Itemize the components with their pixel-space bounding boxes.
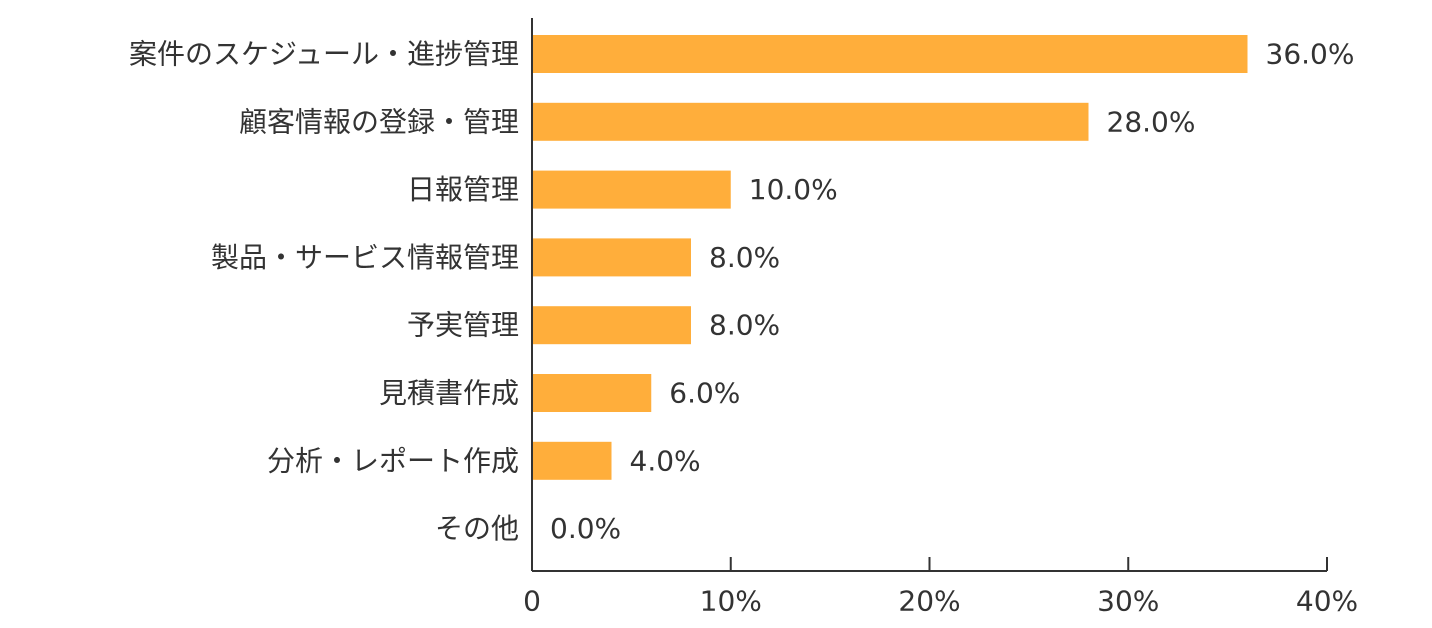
data-label: 28.0%	[1107, 105, 1196, 138]
category-label: 予実管理	[407, 309, 519, 342]
x-tick-label: 10%	[700, 585, 762, 618]
data-label: 6.0%	[669, 377, 740, 410]
x-tick-label: 0	[523, 585, 541, 618]
data-label: 36.0%	[1266, 38, 1355, 71]
bar	[532, 306, 691, 345]
data-label: 8.0%	[709, 241, 780, 274]
data-label: 10.0%	[749, 173, 838, 206]
x-tick-label: 30%	[1097, 585, 1159, 618]
bar	[532, 102, 1089, 141]
category-label: 分析・レポート作成	[267, 444, 519, 477]
category-label: 見積書作成	[379, 377, 519, 410]
category-label: 顧客情報の登録・管理	[239, 105, 519, 138]
value-labels-group: 36.0% 28.0% 10.0% 8.0% 8.0% 6.0% 4.0% 0.0%	[550, 38, 1354, 546]
data-label: 8.0%	[709, 309, 780, 342]
bar	[532, 441, 612, 480]
category-label: その他	[435, 512, 519, 545]
bars-group	[532, 35, 1248, 480]
category-label: 製品・サービス情報管理	[211, 241, 519, 274]
axes-group	[531, 18, 1327, 572]
bar	[532, 374, 652, 412]
bar	[532, 238, 691, 277]
category-label: 案件のスケジュール・進捗管理	[129, 38, 519, 71]
category-labels-group: 案件のスケジュール・進捗管理顧客情報の登録・管理日報管理製品・サービス情報管理予…	[129, 38, 519, 546]
category-label: 日報管理	[407, 173, 519, 206]
bar	[532, 170, 731, 209]
data-label: 4.0%	[630, 444, 701, 477]
data-label: 0.0%	[550, 512, 621, 545]
x-ticks-group: 0 10% 20% 30% 40%	[523, 557, 1358, 618]
x-tick-label: 40%	[1296, 585, 1358, 618]
bar	[532, 35, 1248, 73]
x-tick-label: 20%	[898, 585, 960, 618]
